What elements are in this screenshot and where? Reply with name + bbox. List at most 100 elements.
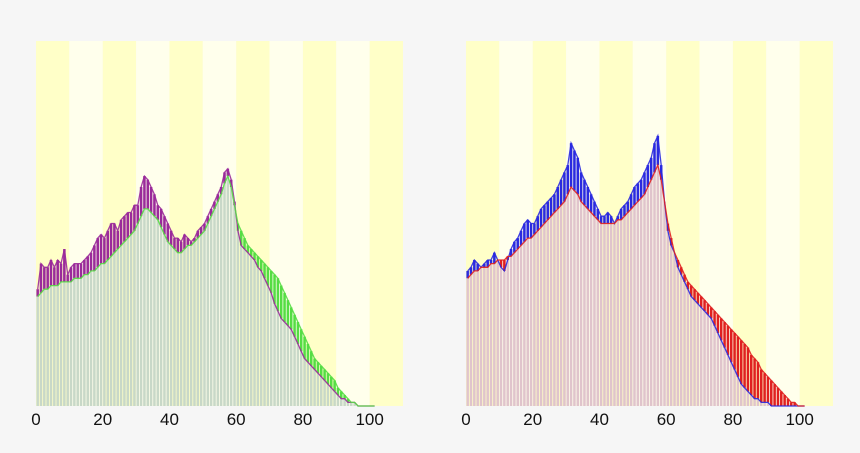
bar-cap-87 [326,373,330,385]
bar-36 [586,208,590,406]
bar-cap-29 [133,205,136,231]
bar-cap-15 [516,238,519,250]
bar-27 [126,238,130,406]
bar-45 [616,219,620,406]
bar-cap-73 [279,285,283,319]
bar-90 [766,402,770,406]
bar-37 [589,212,593,406]
bar-66 [256,267,260,406]
bar-cap-24 [546,201,550,220]
bar-14 [513,252,516,406]
bar-cap-66 [686,281,690,290]
bar-28 [129,234,133,406]
bar-71 [273,303,276,406]
bar-80 [733,369,736,406]
bar-cap-83 [313,358,316,370]
bar-8 [63,281,66,406]
bar-58 [659,179,663,406]
bar-cap-76 [289,307,293,330]
bar-cap-23 [113,223,116,253]
bar-39 [596,219,600,406]
bar-80 [303,358,306,406]
bar-0 [36,296,39,406]
bar-cap-4 [49,260,53,286]
bar-7 [59,281,63,406]
bar-29 [133,230,136,406]
bar-60 [236,230,240,406]
bar-62 [243,249,246,406]
series-line-2 [467,163,805,407]
bar-58 [229,187,233,406]
bar-cap-62 [243,238,246,250]
bar-cap-67 [259,260,263,271]
bar-cap-89 [333,380,336,392]
bar-70 [699,307,703,406]
band-100 [369,41,403,406]
bar-9 [496,260,499,406]
bar-cap-36 [156,205,160,220]
bar-cap-66 [256,256,260,268]
bar-cap-5 [53,267,56,286]
bar-cap-11 [503,260,506,271]
bar-cap-8 [493,252,496,264]
bar-77 [293,336,296,406]
x-tick-label-60: 60 [657,410,676,429]
bar-9 [66,281,69,406]
bar-14 [83,274,86,406]
bar-cap-73 [709,307,713,319]
bar-cap-88 [330,376,333,388]
bar-67 [259,270,263,406]
bar-12 [76,278,79,406]
bar-cap-30 [566,165,570,195]
bar-cap-26 [123,216,126,242]
bar-77 [723,347,726,406]
bar-cap-35 [153,194,156,217]
bar-cap-68 [263,263,266,279]
bar-cap-41 [173,238,176,250]
bar-cap-40 [599,216,603,224]
bar-17 [93,270,96,406]
bar-21 [536,230,539,406]
bar-64 [249,256,253,406]
bar-8 [493,263,496,406]
histogram-chart-right: 0 20 40 60 80 100 [461,41,833,429]
bar-24 [546,219,550,406]
bar-cap-10 [69,267,73,282]
bar-cap-33 [576,157,580,195]
bar-3 [46,289,49,406]
bar-cap-84 [316,362,320,374]
bar-cap-80 [303,336,306,359]
bar-cap-27 [556,187,560,209]
bar-49 [629,208,633,406]
bar-53 [643,194,646,406]
bar-21 [106,260,109,406]
bar-cap-48 [196,230,200,239]
bar-6 [56,285,59,406]
bar-cap-92 [343,395,346,399]
bar-7 [489,263,493,406]
bar-3 [476,270,479,406]
bar-cap-31 [569,143,573,187]
bar-48 [196,238,200,406]
bar-63 [676,267,680,406]
bar-cap-76 [719,318,723,341]
bar-38 [163,234,166,406]
bar-13 [509,256,513,406]
x-axis-ticks: 0 20 40 60 80 100 [461,410,814,429]
bar-69 [266,285,270,406]
bar-cap-43 [179,241,183,253]
bar-cap-69 [696,292,700,304]
bar-cap-21 [536,216,539,231]
bar-22 [539,227,543,406]
bar-90 [336,395,340,406]
bar-cap-72 [706,303,710,315]
bar-cap-51 [206,216,210,224]
bar-48 [626,212,630,406]
bar-20 [533,234,536,406]
bar-76 [289,329,293,406]
bar-41 [603,223,606,406]
bar-cap-75 [286,300,290,326]
bar-65 [683,281,686,406]
bar-15 [86,274,89,406]
